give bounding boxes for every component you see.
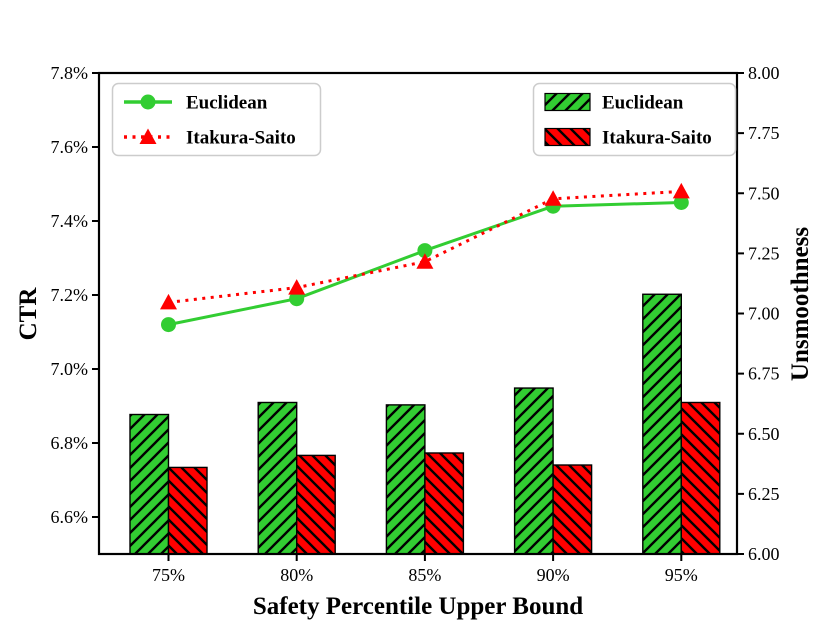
x-axis-tick-label: 85% <box>408 565 441 585</box>
marker-circle-euclidean <box>289 291 305 307</box>
left-axis-tick-label: 6.8% <box>51 433 89 453</box>
left-axis-tick-label: 6.6% <box>51 507 89 527</box>
bar-itakura-saito <box>167 466 208 555</box>
right-axis-tick-label: 7.75 <box>748 123 780 143</box>
right-axis-tick-label: 6.25 <box>748 484 780 504</box>
legend-label: Itakura-Saito <box>602 128 712 149</box>
marker-triangle-itakura-saito <box>416 253 434 269</box>
x-axis-tick-label: 95% <box>665 565 698 585</box>
right-axis-tick-label: 7.50 <box>748 183 780 203</box>
x-axis-tick-label: 75% <box>152 565 185 585</box>
right-axis-tick-label: 7.00 <box>748 304 780 324</box>
left-axis-tick-label: 7.0% <box>51 359 89 379</box>
legend-label: Itakura-Saito <box>186 128 296 149</box>
left-axis-tick-label: 7.6% <box>51 137 89 157</box>
bar-euclidean <box>385 404 426 555</box>
left-axis-tick-label: 7.4% <box>51 211 89 231</box>
legend-patch-sample <box>544 127 591 147</box>
legend-label: Euclidean <box>186 93 268 114</box>
line-itakura-saito <box>168 189 682 304</box>
marker-triangle-itakura-saito <box>288 279 306 295</box>
right-axis-tick-label: 8.00 <box>748 63 780 83</box>
legend-label: Euclidean <box>602 93 684 114</box>
right-axis-tick-label: 6.50 <box>748 424 780 444</box>
marker-triangle-itakura-saito <box>672 182 690 199</box>
marker-circle-euclidean <box>673 195 689 210</box>
left-axis-tick-label: 7.2% <box>51 285 89 305</box>
bar-euclidean <box>513 387 554 555</box>
right-axis-tick-label: 6.75 <box>748 364 780 384</box>
bar-itakura-saito <box>424 452 465 555</box>
bar-itakura-saito <box>552 464 593 555</box>
legend-circle-marker <box>140 94 156 110</box>
bar-itakura-saito <box>296 454 336 555</box>
marker-triangle-itakura-saito <box>544 190 562 206</box>
bar-euclidean <box>257 401 298 555</box>
right-axis-tick-label: 7.25 <box>748 243 780 263</box>
marker-triangle-itakura-saito <box>160 293 177 310</box>
x-axis-tick-label: 90% <box>537 565 570 585</box>
bar-euclidean <box>642 293 682 555</box>
marker-circle-euclidean <box>161 317 176 333</box>
marker-circle-euclidean <box>417 243 433 259</box>
bar-itakura-saito <box>680 401 721 555</box>
x-axis-tick-label: 80% <box>280 565 313 585</box>
right-axis-tick-label: 6.00 <box>748 544 780 564</box>
legend-triangle-marker <box>139 128 157 144</box>
legend-patch-sample <box>544 92 591 112</box>
left-axis-tick-label: 7.8% <box>51 63 89 83</box>
bar-euclidean <box>129 413 170 555</box>
